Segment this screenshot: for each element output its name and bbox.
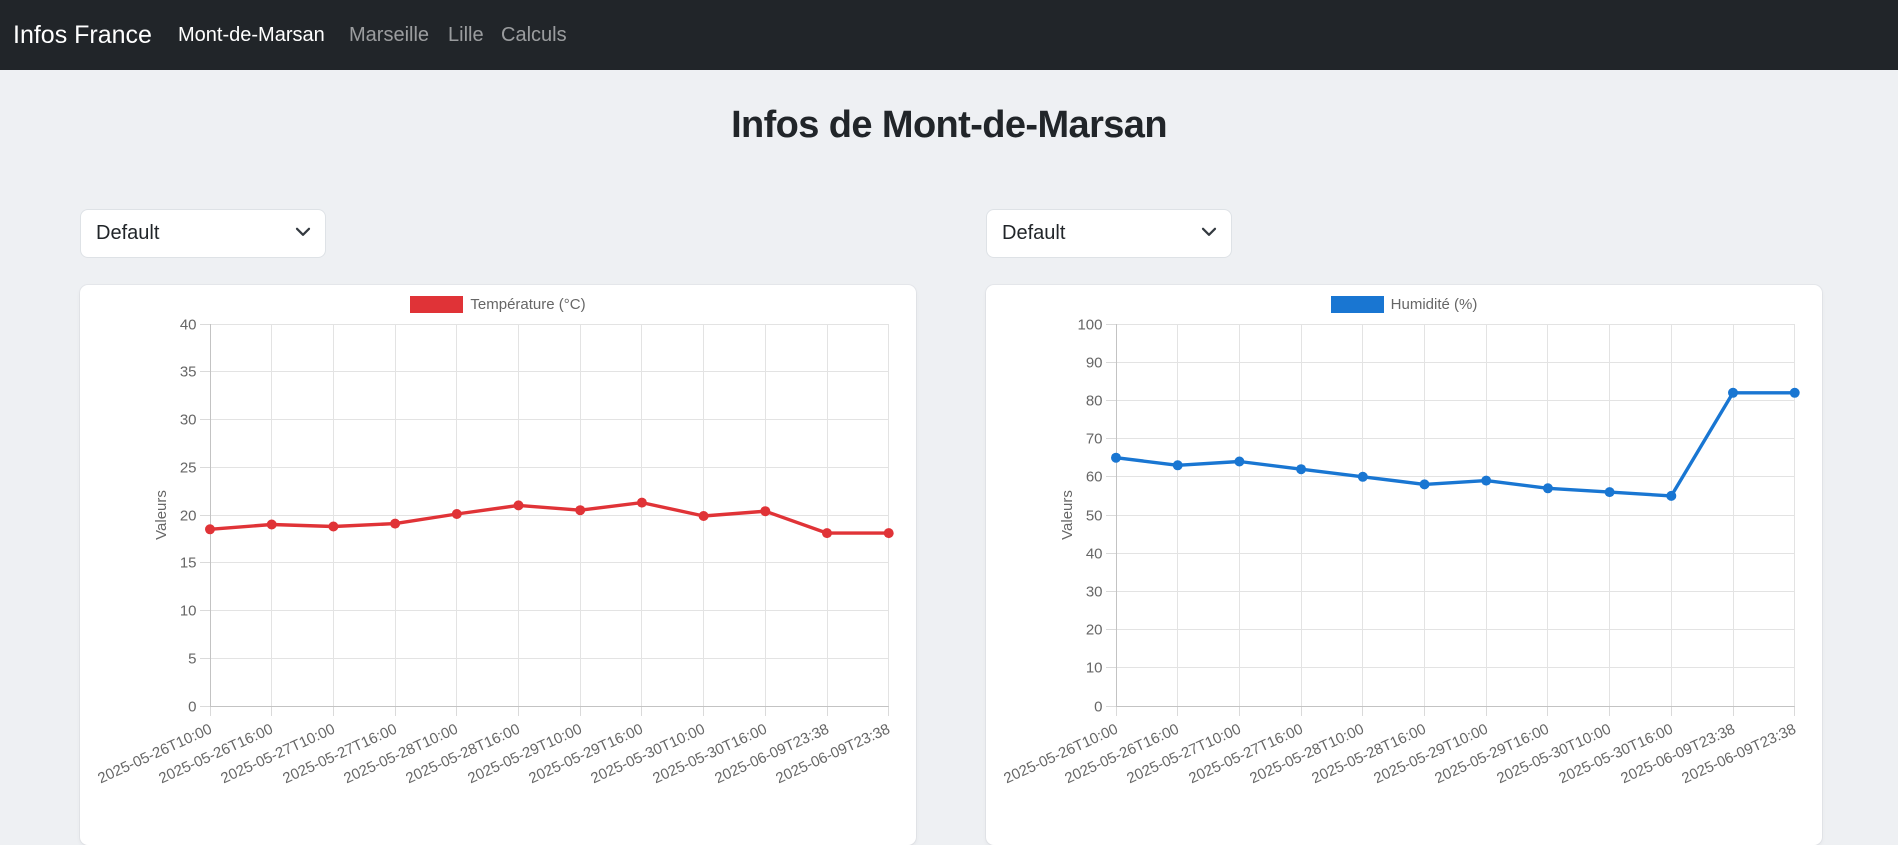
svg-text:Valeurs: Valeurs [1059, 490, 1076, 540]
svg-text:30: 30 [180, 412, 197, 429]
svg-text:5: 5 [188, 651, 196, 668]
svg-text:90: 90 [1086, 355, 1103, 372]
svg-text:Valeurs: Valeurs [153, 490, 170, 540]
svg-text:10: 10 [1086, 660, 1103, 677]
svg-text:50: 50 [1086, 508, 1103, 525]
svg-text:40: 40 [180, 317, 197, 334]
svg-text:10: 10 [180, 603, 197, 620]
svg-text:40: 40 [1086, 546, 1103, 563]
svg-text:0: 0 [188, 699, 196, 716]
svg-text:25: 25 [180, 460, 197, 477]
svg-text:80: 80 [1086, 393, 1103, 410]
svg-text:20: 20 [180, 508, 197, 525]
svg-text:30: 30 [1086, 584, 1103, 601]
svg-text:20: 20 [1086, 622, 1103, 639]
svg-text:60: 60 [1086, 469, 1103, 486]
svg-text:15: 15 [180, 555, 197, 572]
svg-text:70: 70 [1086, 431, 1103, 448]
svg-text:0: 0 [1094, 699, 1102, 716]
svg-text:35: 35 [180, 364, 197, 381]
svg-text:100: 100 [1077, 317, 1102, 334]
